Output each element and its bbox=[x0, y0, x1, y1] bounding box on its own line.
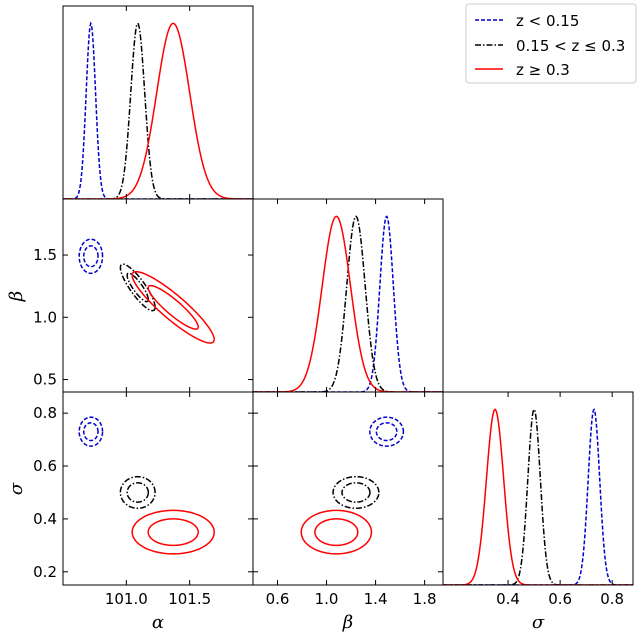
x-tick-label-beta-1: 1.0 bbox=[315, 590, 339, 608]
pdf-curve-alpha-mid bbox=[63, 22, 253, 199]
panel-frame-sigma-sigma bbox=[442, 391, 634, 586]
pdf-curve-beta-high bbox=[253, 215, 443, 392]
contour-beta-sigma-high-2sigma bbox=[300, 509, 373, 555]
x-tick-label-beta-3: 1.8 bbox=[413, 590, 437, 608]
panel-frame-beta-beta bbox=[252, 198, 444, 393]
x-tick-label-sigma-2: 0.8 bbox=[600, 590, 624, 608]
panel-frame-alpha-alpha bbox=[62, 5, 254, 200]
y-tick-label-beta-0: 0.5 bbox=[33, 371, 57, 389]
x-tick-label-sigma-1: 0.6 bbox=[548, 590, 572, 608]
contour-beta-sigma-mid-1sigma bbox=[341, 482, 371, 503]
x-tick-label-beta-2: 1.4 bbox=[364, 590, 388, 608]
pdf-curve-alpha-low bbox=[63, 21, 253, 199]
pdf-curve-beta-low bbox=[253, 215, 443, 392]
y-tick-label-beta-1: 1.0 bbox=[33, 308, 57, 326]
panel-frame-sigma-beta bbox=[252, 391, 444, 586]
y-tick-label-sigma-1: 0.4 bbox=[33, 510, 57, 528]
x-axis-label-sigma: σ bbox=[532, 612, 545, 633]
legend-label-low: z < 0.15 bbox=[516, 12, 579, 30]
y-tick-label-sigma-3: 0.8 bbox=[33, 404, 57, 422]
contour-alpha-beta-low-2sigma bbox=[78, 238, 104, 275]
contour-alpha-sigma-high-2sigma bbox=[131, 509, 215, 555]
y-tick-label-sigma-2: 0.6 bbox=[33, 457, 57, 475]
pdf-curve-alpha-high bbox=[63, 22, 253, 199]
diag-panel-sigma bbox=[443, 407, 633, 585]
pdf-curve-sigma-high bbox=[443, 408, 633, 585]
contour-alpha-sigma-mid-2sigma bbox=[119, 475, 156, 510]
panel-frame-sigma-alpha bbox=[62, 391, 254, 586]
x-tick-label-alpha-0: 101.0 bbox=[105, 590, 148, 608]
pdf-curve-beta-mid bbox=[253, 215, 443, 392]
pdf-curve-sigma-low bbox=[443, 408, 633, 585]
contour-beta-sigma-low-1sigma bbox=[375, 422, 398, 442]
contour-alpha-beta-high-2sigma bbox=[131, 270, 215, 344]
legend-box bbox=[465, 3, 637, 84]
contour-alpha-beta-high-1sigma bbox=[147, 284, 199, 330]
x-tick-label-alpha-1: 101.5 bbox=[168, 590, 211, 608]
y-axis-label-beta: β bbox=[6, 291, 27, 302]
pdf-curve-sigma-mid bbox=[443, 407, 633, 585]
legend-label-high: z ≥ 0.3 bbox=[516, 61, 570, 79]
contour-beta-sigma-high-1sigma bbox=[314, 518, 359, 547]
x-tick-label-beta-0: 0.6 bbox=[266, 590, 290, 608]
y-tick-label-sigma-0: 0.2 bbox=[33, 563, 57, 581]
contour-alpha-beta-mid-2sigma bbox=[119, 263, 156, 312]
contour-alpha-sigma-high-1sigma bbox=[147, 518, 199, 547]
curves-layer bbox=[63, 21, 633, 585]
legend-label-mid: 0.15 < z ≤ 0.3 bbox=[516, 37, 625, 55]
diag-panel-alpha bbox=[63, 21, 253, 199]
contour-alpha-sigma-mid-1sigma bbox=[126, 482, 150, 503]
x-tick-label-sigma-0: 0.4 bbox=[496, 590, 520, 608]
y-axis-label-sigma: σ bbox=[6, 482, 27, 495]
contour-alpha-beta-low-1sigma bbox=[82, 245, 99, 268]
contour-panel-beta-sigma bbox=[300, 416, 405, 555]
panel-frame-beta-alpha bbox=[62, 198, 254, 393]
contour-alpha-sigma-low-1sigma bbox=[82, 422, 99, 442]
y-tick-label-beta-2: 1.5 bbox=[33, 246, 57, 264]
legend: z < 0.15 0.15 < z ≤ 0.3 z ≥ 0.3 bbox=[465, 3, 637, 84]
contour-alpha-beta-mid-1sigma bbox=[126, 272, 150, 303]
contour-panel-alpha-sigma bbox=[78, 416, 215, 555]
x-axis-label-beta: β bbox=[342, 612, 353, 633]
diag-panel-beta bbox=[253, 215, 443, 392]
contour-panel-alpha-beta bbox=[78, 238, 215, 344]
contour-beta-sigma-mid-2sigma bbox=[332, 475, 380, 510]
contour-beta-sigma-low-2sigma bbox=[369, 416, 405, 447]
ticks-layer: 101.0 101.5 0.6 1.0 1.4 1.8 0.4 0.6 0.8 0.5 1.0 1.5… bbox=[33, 6, 624, 608]
x-axis-label-alpha: α bbox=[152, 612, 164, 633]
contour-alpha-sigma-low-2sigma bbox=[78, 416, 104, 447]
frames-layer bbox=[62, 5, 634, 586]
